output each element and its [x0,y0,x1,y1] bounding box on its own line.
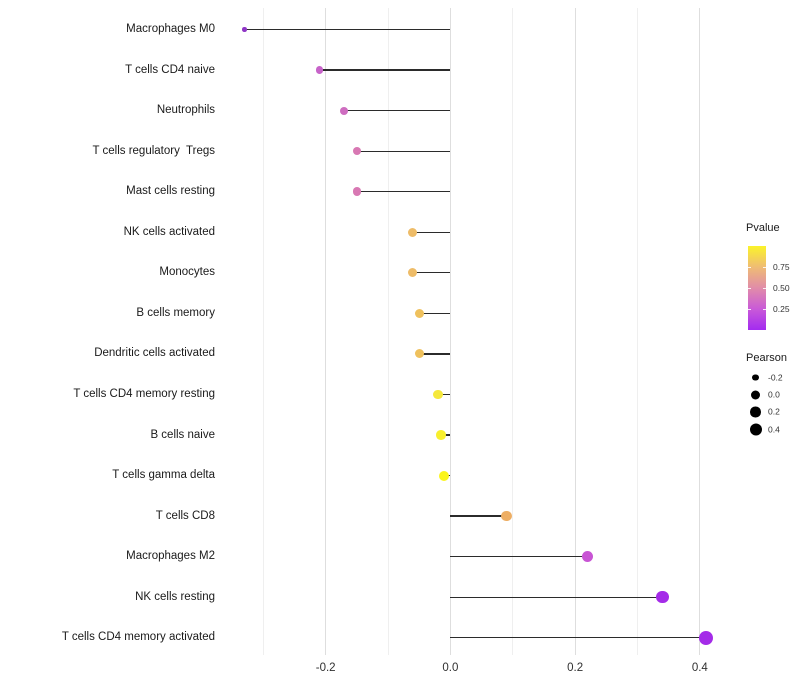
lollipop-dot [340,106,349,115]
pearson-legend-entry: -0.2 [746,370,783,385]
lollipop-stem [437,393,451,396]
category-label: B cells memory [136,306,215,319]
category-label: T cells gamma delta [112,469,215,482]
pvalue-legend: Pvalue 0.75 0.50 0.25 [746,221,800,330]
gridline-minor [387,8,389,655]
plot-panel [221,8,731,655]
gridline-minor [262,8,264,655]
pearson-legend-title: Pearson [746,352,787,364]
lollipop-dot [408,227,418,237]
gridline-major [325,8,327,655]
lollipop-stem [450,515,507,517]
lollipop-stem [356,150,451,152]
pearson-legend-entry: 0.2 [746,404,780,419]
pearson-tick-label: 0.0 [768,389,780,400]
pvalue-legend-title: Pvalue [746,222,780,234]
x-tick-label: 0.2 [567,662,584,674]
pvalue-tick-label: 0.25 [773,304,790,314]
category-label: T cells CD8 [155,509,215,522]
category-label: B cells naive [150,428,215,441]
category-label: NK cells resting [135,590,215,603]
lollipop-stem [344,109,451,112]
pearson-dot-box [748,404,763,419]
lollipop-dot [436,430,446,440]
pvalue-tick-mark [748,308,751,310]
lollipop-dot [242,27,247,32]
pvalue-tick-mark [748,266,751,268]
pvalue-tick-label: 0.75 [773,262,790,272]
pvalue-tick-mark [763,287,766,289]
lollipop-dot [699,630,714,645]
pearson-tick-label: 0.2 [768,406,780,417]
pearson-legend-entry: 0.0 [746,387,780,402]
pvalue-tick-mark [748,287,751,289]
category-label: T cells CD4 memory resting [73,387,215,400]
lollipop-dot [408,268,418,278]
pearson-dot-box [748,370,763,385]
pearson-size-dot [752,374,759,381]
lollipop-dot [414,308,424,318]
lollipop-stem [412,231,451,233]
gridline-major [449,8,451,655]
category-label: Dendritic cells activated [94,347,215,360]
lollipop-dot [352,187,362,196]
pearson-dot-box [748,387,763,402]
x-tick-label: 0.0 [442,662,459,674]
lollipop-stem [356,191,451,193]
lollipop-stem [450,596,663,598]
lollipop-stem [319,69,451,71]
category-label: T cells CD4 memory activated [61,631,215,644]
category-label: Neutrophils [156,104,215,117]
pvalue-tick-mark [763,308,766,310]
category-label: Macrophages M0 [126,23,215,35]
lollipop-dot [315,66,324,74]
category-label: NK cells activated [123,225,215,238]
lollipop-dot [352,146,362,156]
category-label: Monocytes [159,266,215,279]
lollipop-dot [433,389,443,400]
gridline-minor [636,8,638,655]
pvalue-gradient-wrap: 0.75 0.50 0.25 [746,246,800,330]
lollipop-stem [419,312,451,314]
x-tick-label: -0.2 [315,662,336,674]
lollipop-stem [450,556,588,558]
lollipop-dot [501,510,512,522]
lollipop-stem [450,637,707,639]
pearson-tick-label: 0.4 [768,424,780,435]
lollipop-dot [414,349,424,359]
pearson-legend-entries: -0.2 0.0 0.2 0.4 [746,369,800,459]
lollipop-dot [439,470,450,481]
category-label: Macrophages M2 [126,550,215,563]
gridline-minor [512,8,514,655]
lollipop-dot [656,590,669,604]
pearson-size-legend: Pearson -0.2 0.0 0.2 0.4 [746,351,800,459]
pearson-legend-entry: 0.4 [746,422,780,437]
pearson-size-dot [749,423,762,436]
gridline-major [699,8,701,655]
pearson-tick-label: -0.2 [768,372,783,383]
lollipop-stem [412,272,451,274]
x-tick-label: 0.4 [691,662,708,674]
pearson-size-dot [750,406,761,418]
lollipop-stem [419,353,451,355]
category-label: T cells regulatory Tregs [92,144,215,157]
lollipop-dot [581,550,594,563]
pearson-size-dot [751,390,760,400]
category-label: T cells CD4 naive [125,63,215,76]
gridline-major [574,8,576,655]
category-label: Mast cells resting [126,185,215,198]
pvalue-gradient-bar [748,246,766,330]
pearson-dot-box [748,422,763,437]
pvalue-tick-label: 0.50 [773,283,790,293]
pvalue-tick-mark [763,266,766,268]
lollipop-stem [244,28,451,31]
